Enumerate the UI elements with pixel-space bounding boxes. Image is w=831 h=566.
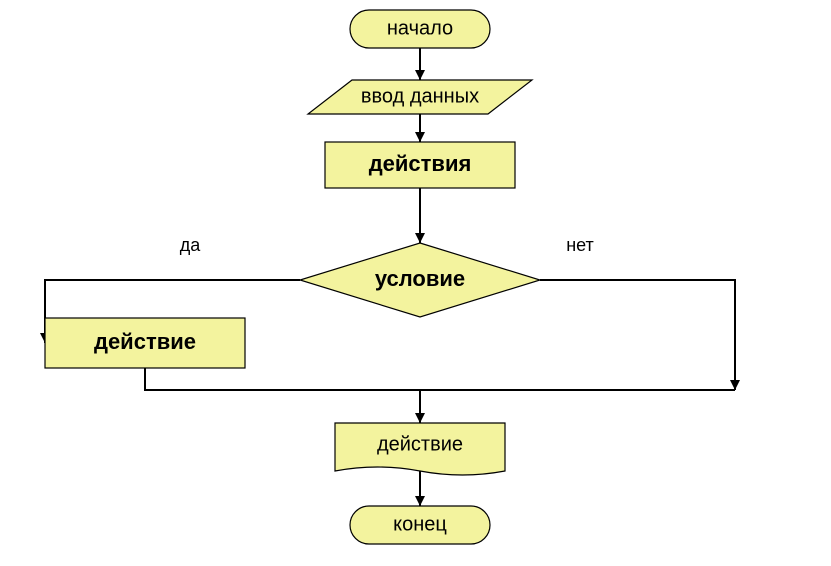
node-actions: действия (325, 142, 515, 188)
branch-label-no: нет (566, 235, 594, 255)
node-start: начало (350, 10, 490, 48)
flowchart-canvas: начало ввод данных действия условие дейс… (0, 0, 831, 566)
actions-label: действия (369, 151, 472, 176)
node-end: конец (350, 506, 490, 544)
node-action-after: действие (335, 423, 505, 475)
node-action-yes: действие (45, 318, 245, 368)
edge-yes-merge (145, 368, 420, 390)
action-yes-label: действие (94, 329, 196, 354)
action-after-label: действие (377, 433, 463, 455)
node-input: ввод данных (308, 80, 532, 114)
edge-decision-no (540, 280, 735, 390)
branch-label-yes: да (180, 235, 202, 255)
start-label: начало (387, 17, 453, 39)
input-label: ввод данных (361, 85, 479, 107)
decision-label: условие (375, 266, 465, 291)
end-label: конец (393, 513, 447, 535)
node-decision: условие (300, 243, 540, 317)
